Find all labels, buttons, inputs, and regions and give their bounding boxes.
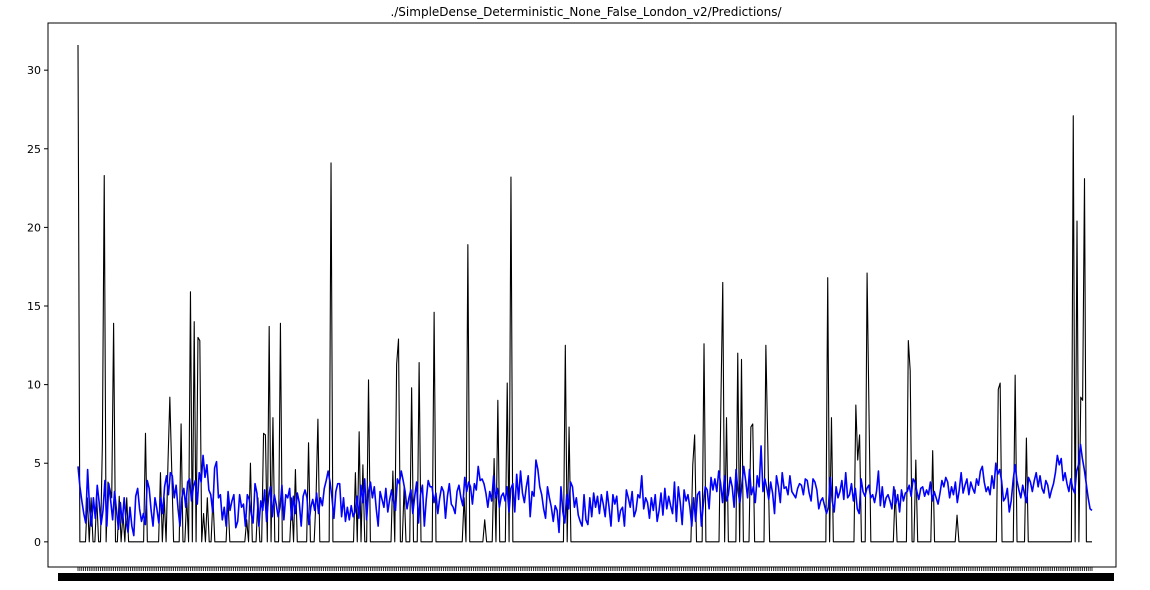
y-tick-label: 25 [27,143,41,156]
y-tick-label: 0 [34,536,41,549]
series-line-2 [77,443,1093,537]
y-tick-label: 15 [27,300,41,313]
x-axis [58,567,1114,581]
x-tick-labels [58,573,1114,581]
y-tick-label: 20 [27,221,41,234]
chart-title: ./SimpleDense_Deterministic_None_False_L… [390,5,782,19]
series-line-1 [77,45,1092,543]
y-tick-label: 30 [27,64,41,77]
x-ticks [77,567,1093,571]
y-tick-label: 5 [34,457,41,470]
plot-lines [77,45,1093,543]
y-axis: 0 5 10 15 20 25 30 [27,64,48,549]
y-tick-label: 10 [27,379,41,392]
